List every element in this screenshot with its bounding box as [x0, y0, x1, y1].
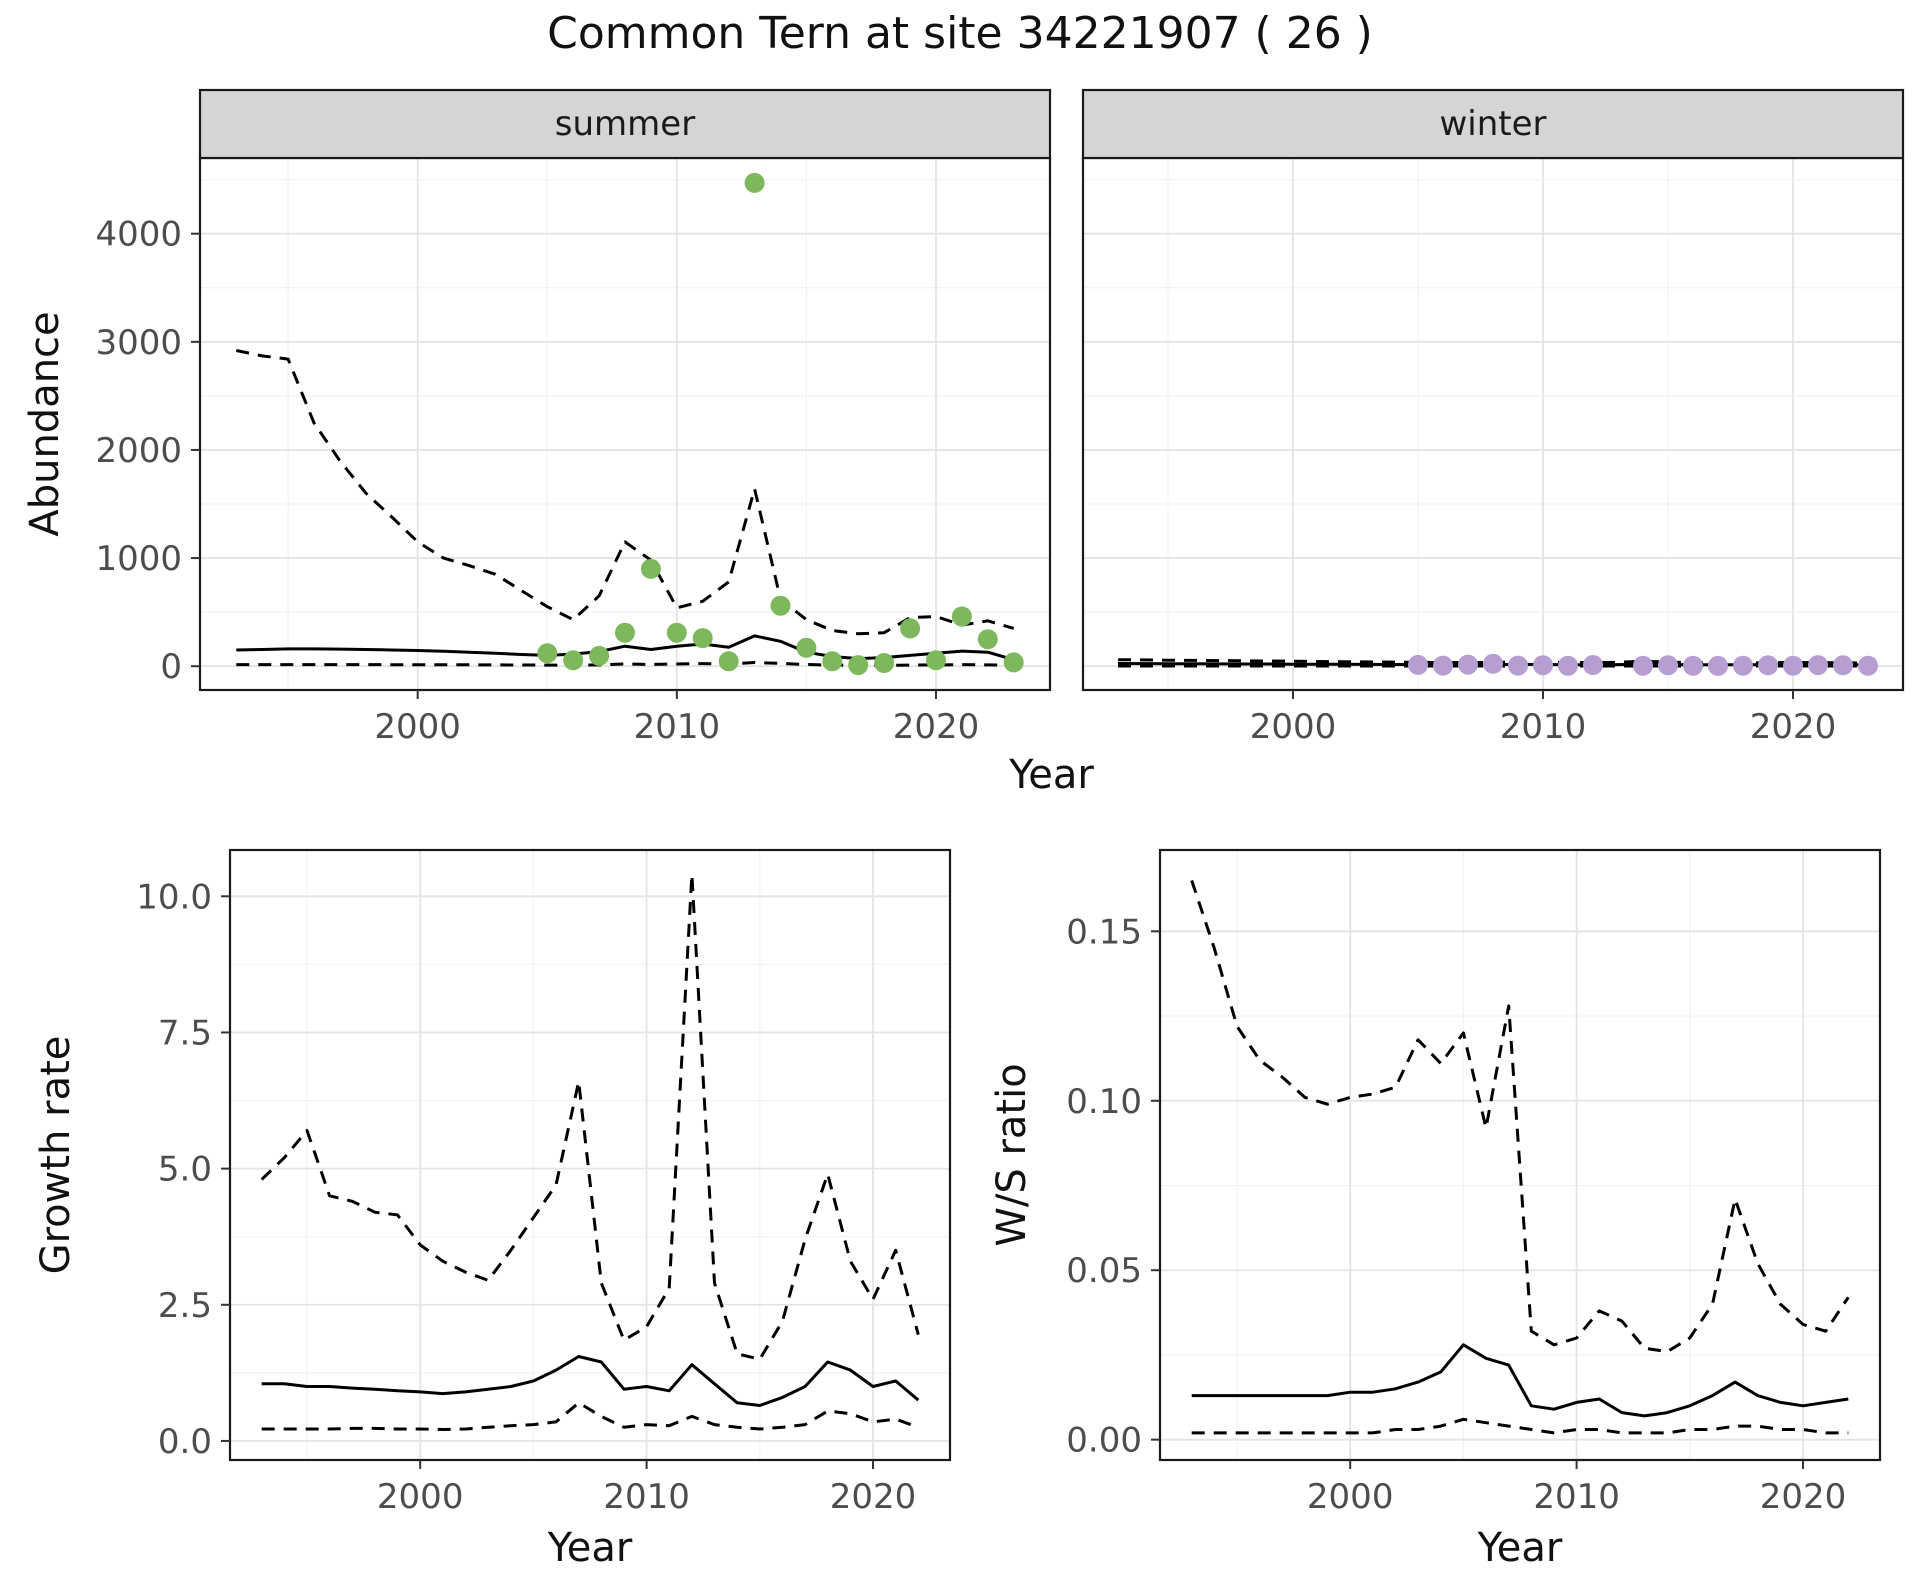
svg-text:2010: 2010	[1500, 707, 1587, 747]
svg-text:7.5: 7.5	[158, 1013, 212, 1053]
plot-title: Common Tern at site 34221907 ( 26 )	[547, 8, 1373, 59]
growth-rate-x-axis-title: Year	[547, 1525, 633, 1571]
svg-text:2020: 2020	[1750, 707, 1837, 747]
svg-text:2010: 2010	[603, 1477, 690, 1517]
svg-text:0.15: 0.15	[1066, 912, 1142, 952]
growth-rate-y-axis-title: Growth rate	[33, 1035, 79, 1275]
svg-text:0.05: 0.05	[1066, 1251, 1142, 1291]
svg-text:0.10: 0.10	[1066, 1082, 1142, 1122]
svg-text:2000: 2000	[377, 1477, 464, 1517]
abundance-y-axis-title: Abundance	[22, 311, 68, 537]
svg-text:2010: 2010	[634, 707, 721, 747]
svg-text:2000: 2000	[1250, 707, 1337, 747]
svg-text:2020: 2020	[893, 707, 980, 747]
svg-text:2010: 2010	[1533, 1477, 1620, 1517]
svg-text:0.0: 0.0	[158, 1422, 212, 1462]
top-x-axis-title: Year	[1009, 752, 1094, 798]
facet-strip-label-winter: winter	[1439, 104, 1547, 144]
svg-text:2.5: 2.5	[158, 1286, 212, 1326]
svg-text:2020: 2020	[1760, 1477, 1847, 1517]
svg-text:2000: 2000	[95, 431, 182, 471]
facet-strip-label-summer: summer	[554, 104, 696, 144]
ws-ratio-y-axis-title: W/S ratio	[989, 1063, 1035, 1247]
svg-text:4000: 4000	[95, 215, 182, 255]
svg-text:2020: 2020	[830, 1477, 917, 1517]
abundance-facet-charts: 2000 2010 2020 0 1000 2000 3000 4000 2000 2010 202…	[95, 88, 1905, 747]
derived-metric-charts: 2000 2010 2020 0.0 2.5 5.0 7.5 10.0 2000 2010 2020…	[136, 848, 1882, 1517]
svg-text:2000: 2000	[1307, 1477, 1394, 1517]
ws-ratio-x-axis-title: Year	[1477, 1525, 1563, 1571]
svg-text:5.0: 5.0	[158, 1150, 212, 1190]
svg-text:10.0: 10.0	[136, 877, 212, 917]
svg-text:3000: 3000	[95, 323, 182, 363]
svg-text:1000: 1000	[95, 539, 182, 579]
svg-text:0: 0	[160, 647, 182, 687]
svg-text:2000: 2000	[374, 707, 461, 747]
svg-text:0.00: 0.00	[1066, 1421, 1142, 1461]
